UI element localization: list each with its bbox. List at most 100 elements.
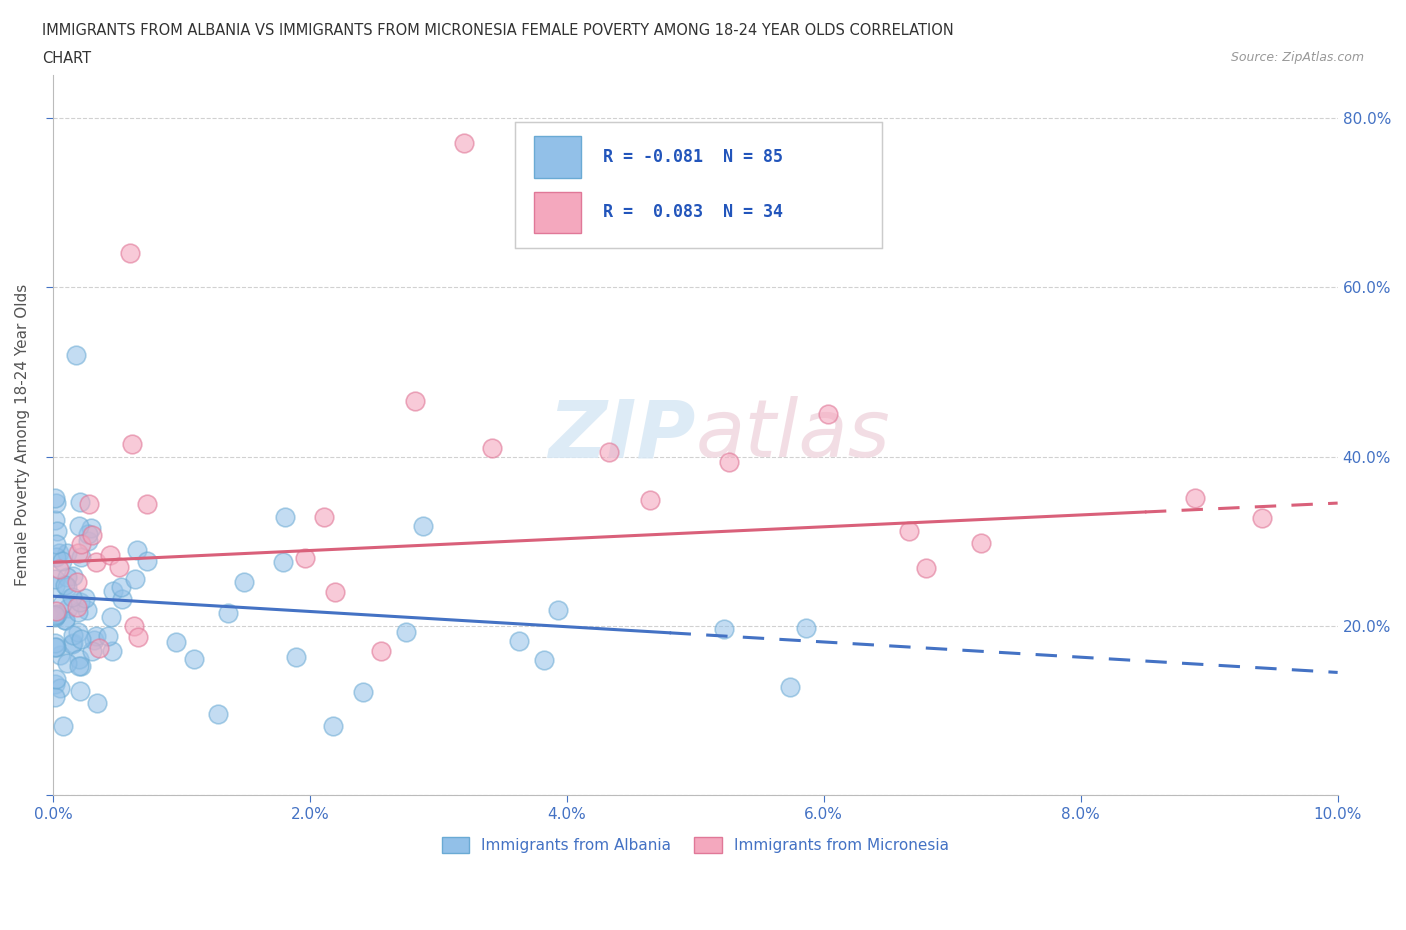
Point (56, 569, 79, 584)
Point (83, 633, 105, 648)
Point (165, 634, 187, 649)
Text: CHART: CHART (42, 51, 91, 66)
Y-axis label: Female Poverty Among 18-24 Year Olds: Female Poverty Among 18-24 Year Olds (15, 285, 30, 587)
Point (127, 542, 149, 557)
Point (89, 641, 111, 656)
Point (48, 546, 70, 561)
Point (1250, 511, 1272, 525)
Point (45, 537, 67, 551)
Point (75, 591, 97, 605)
Point (274, 510, 297, 525)
Point (66, 604, 89, 619)
Point (118, 246, 141, 260)
Point (713, 621, 735, 636)
Point (52, 718, 75, 733)
Point (121, 437, 143, 452)
Text: atlas: atlas (696, 396, 890, 474)
Point (135, 497, 157, 512)
Point (103, 583, 125, 598)
Point (44, 607, 66, 622)
Point (547, 603, 569, 618)
Point (111, 591, 134, 606)
Point (62, 568, 84, 583)
Point (70, 659, 93, 674)
Point (285, 649, 308, 664)
Point (217, 605, 239, 620)
Point (453, 136, 475, 151)
Point (84, 554, 107, 569)
Point (82, 644, 104, 658)
Point (314, 510, 336, 525)
Point (44, 636, 66, 651)
Point (598, 445, 620, 459)
Point (796, 621, 818, 636)
Point (271, 555, 294, 570)
Point (481, 440, 503, 455)
Point (135, 553, 157, 568)
Point (56, 580, 79, 595)
Point (60, 636, 83, 651)
Point (53, 578, 76, 592)
Point (294, 551, 316, 565)
Point (44, 572, 66, 587)
Point (79, 521, 101, 536)
Point (325, 585, 347, 600)
Point (56, 600, 79, 615)
Point (56, 656, 79, 671)
Point (98, 548, 121, 563)
Point (56, 546, 79, 561)
Point (44, 676, 66, 691)
Point (122, 618, 145, 633)
Point (914, 561, 936, 576)
Point (51, 553, 73, 568)
Point (70, 537, 93, 551)
Point (412, 519, 434, 534)
Point (53, 613, 76, 628)
Point (66, 575, 89, 590)
Point (44, 578, 66, 593)
Point (127, 630, 149, 644)
Point (779, 680, 801, 695)
Point (101, 643, 124, 658)
Point (77, 534, 100, 549)
Text: IMMIGRANTS FROM ALBANIA VS IMMIGRANTS FROM MICRONESIA FEMALE POVERTY AMONG 18-24: IMMIGRANTS FROM ALBANIA VS IMMIGRANTS FR… (42, 23, 953, 38)
Point (46, 524, 69, 538)
Point (44, 609, 66, 624)
Point (45, 607, 67, 622)
Point (70, 549, 93, 564)
Point (897, 524, 920, 538)
Point (717, 454, 740, 469)
Point (80, 527, 103, 542)
Point (352, 684, 374, 699)
Point (370, 644, 392, 658)
Point (110, 579, 132, 594)
Point (76, 603, 98, 618)
Point (69, 495, 91, 510)
Point (44, 512, 66, 527)
Point (84, 629, 107, 644)
Point (67, 652, 90, 667)
Point (183, 651, 205, 666)
Point (62, 635, 84, 650)
Point (1184, 490, 1206, 505)
Point (69, 684, 91, 698)
Point (232, 575, 254, 590)
Point (44, 608, 66, 623)
Point (51, 596, 73, 611)
Point (45, 496, 67, 511)
Point (86, 695, 108, 710)
Point (207, 707, 229, 722)
Point (44, 490, 66, 505)
Point (108, 560, 131, 575)
Point (100, 609, 122, 624)
Point (45, 549, 67, 564)
Point (44, 689, 66, 704)
Point (48, 680, 70, 695)
Point (62, 628, 84, 643)
Point (67, 545, 90, 560)
Point (70, 631, 93, 646)
Point (638, 493, 661, 508)
Point (49, 647, 72, 662)
Point (97, 629, 120, 644)
Point (322, 719, 344, 734)
